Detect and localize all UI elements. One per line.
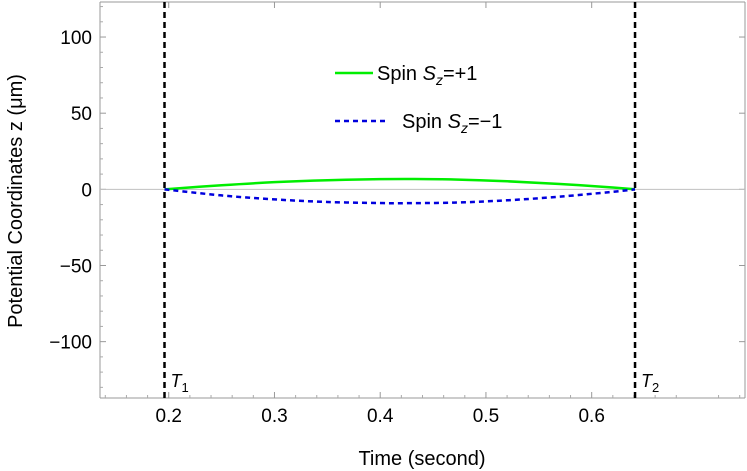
- legend-label-1: Spin Sz=+1: [377, 63, 477, 88]
- y-axis-title: Potential Coordinates z (μm): [5, 74, 27, 328]
- series-layer: [164, 177, 636, 205]
- x-axis-title: Time (second): [358, 448, 485, 470]
- marker-label-1: T1: [171, 371, 189, 395]
- y-tick-label: −50: [60, 256, 92, 277]
- x-tick-label: 0.3: [261, 406, 287, 427]
- y-tick-label: 0: [81, 180, 92, 201]
- y-tick-label: −100: [49, 333, 92, 354]
- vertical-markers: T1 T2: [163, 2, 659, 398]
- marker-label-2: T2: [641, 371, 659, 395]
- tick-labels: 0.2 0.3 0.4 0.5 0.6 100 50 0 −50 −100: [49, 28, 605, 427]
- series-line-2: [164, 188, 636, 205]
- legend: Spin Sz=+1 Spin Sz=−1: [335, 63, 502, 136]
- x-tick-label: 0.6: [578, 406, 604, 427]
- x-tick-label: 0.5: [473, 406, 499, 427]
- x-tick-label: 0.2: [156, 406, 182, 427]
- y-tick-label: 50: [71, 104, 92, 125]
- y-tick-label: 100: [60, 28, 92, 49]
- series-line-1: [164, 177, 636, 191]
- x-tick-label: 0.4: [367, 406, 394, 427]
- legend-label-2: Spin Sz=−1: [402, 111, 502, 136]
- axes: [99, 1, 746, 399]
